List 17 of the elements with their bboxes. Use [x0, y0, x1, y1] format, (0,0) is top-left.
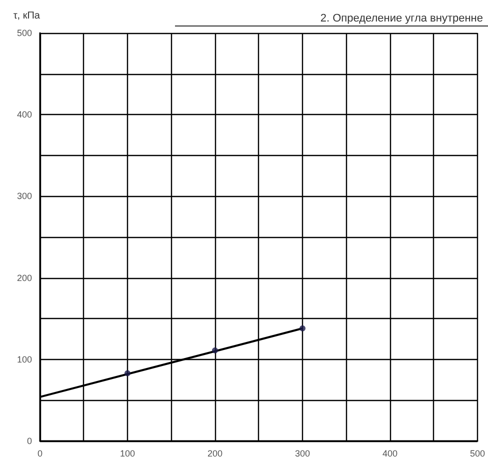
chart-title: 2. Определение угла внутренне [320, 12, 484, 24]
y-tick-label: 300 [16, 191, 32, 202]
point [300, 325, 306, 332]
y-tick-label: 500 [16, 28, 32, 38]
y-tick-label: 400 [16, 110, 32, 120]
y-tick-label: 0 [26, 436, 32, 446]
x-tick-label: 0 [37, 448, 43, 458]
y-tick-label: 100 [16, 354, 32, 364]
x-tick-label: 500 [470, 448, 486, 458]
y-tick-label: 200 [16, 272, 32, 283]
x-tick-label: 200 [207, 448, 223, 458]
x-tick-label: 400 [382, 448, 398, 458]
x-tick-label: 100 [120, 448, 136, 458]
point [212, 347, 218, 354]
y-axis-title: τ, кПа [13, 10, 40, 22]
point [124, 370, 130, 376]
x-tick-label: 300 [294, 448, 310, 458]
